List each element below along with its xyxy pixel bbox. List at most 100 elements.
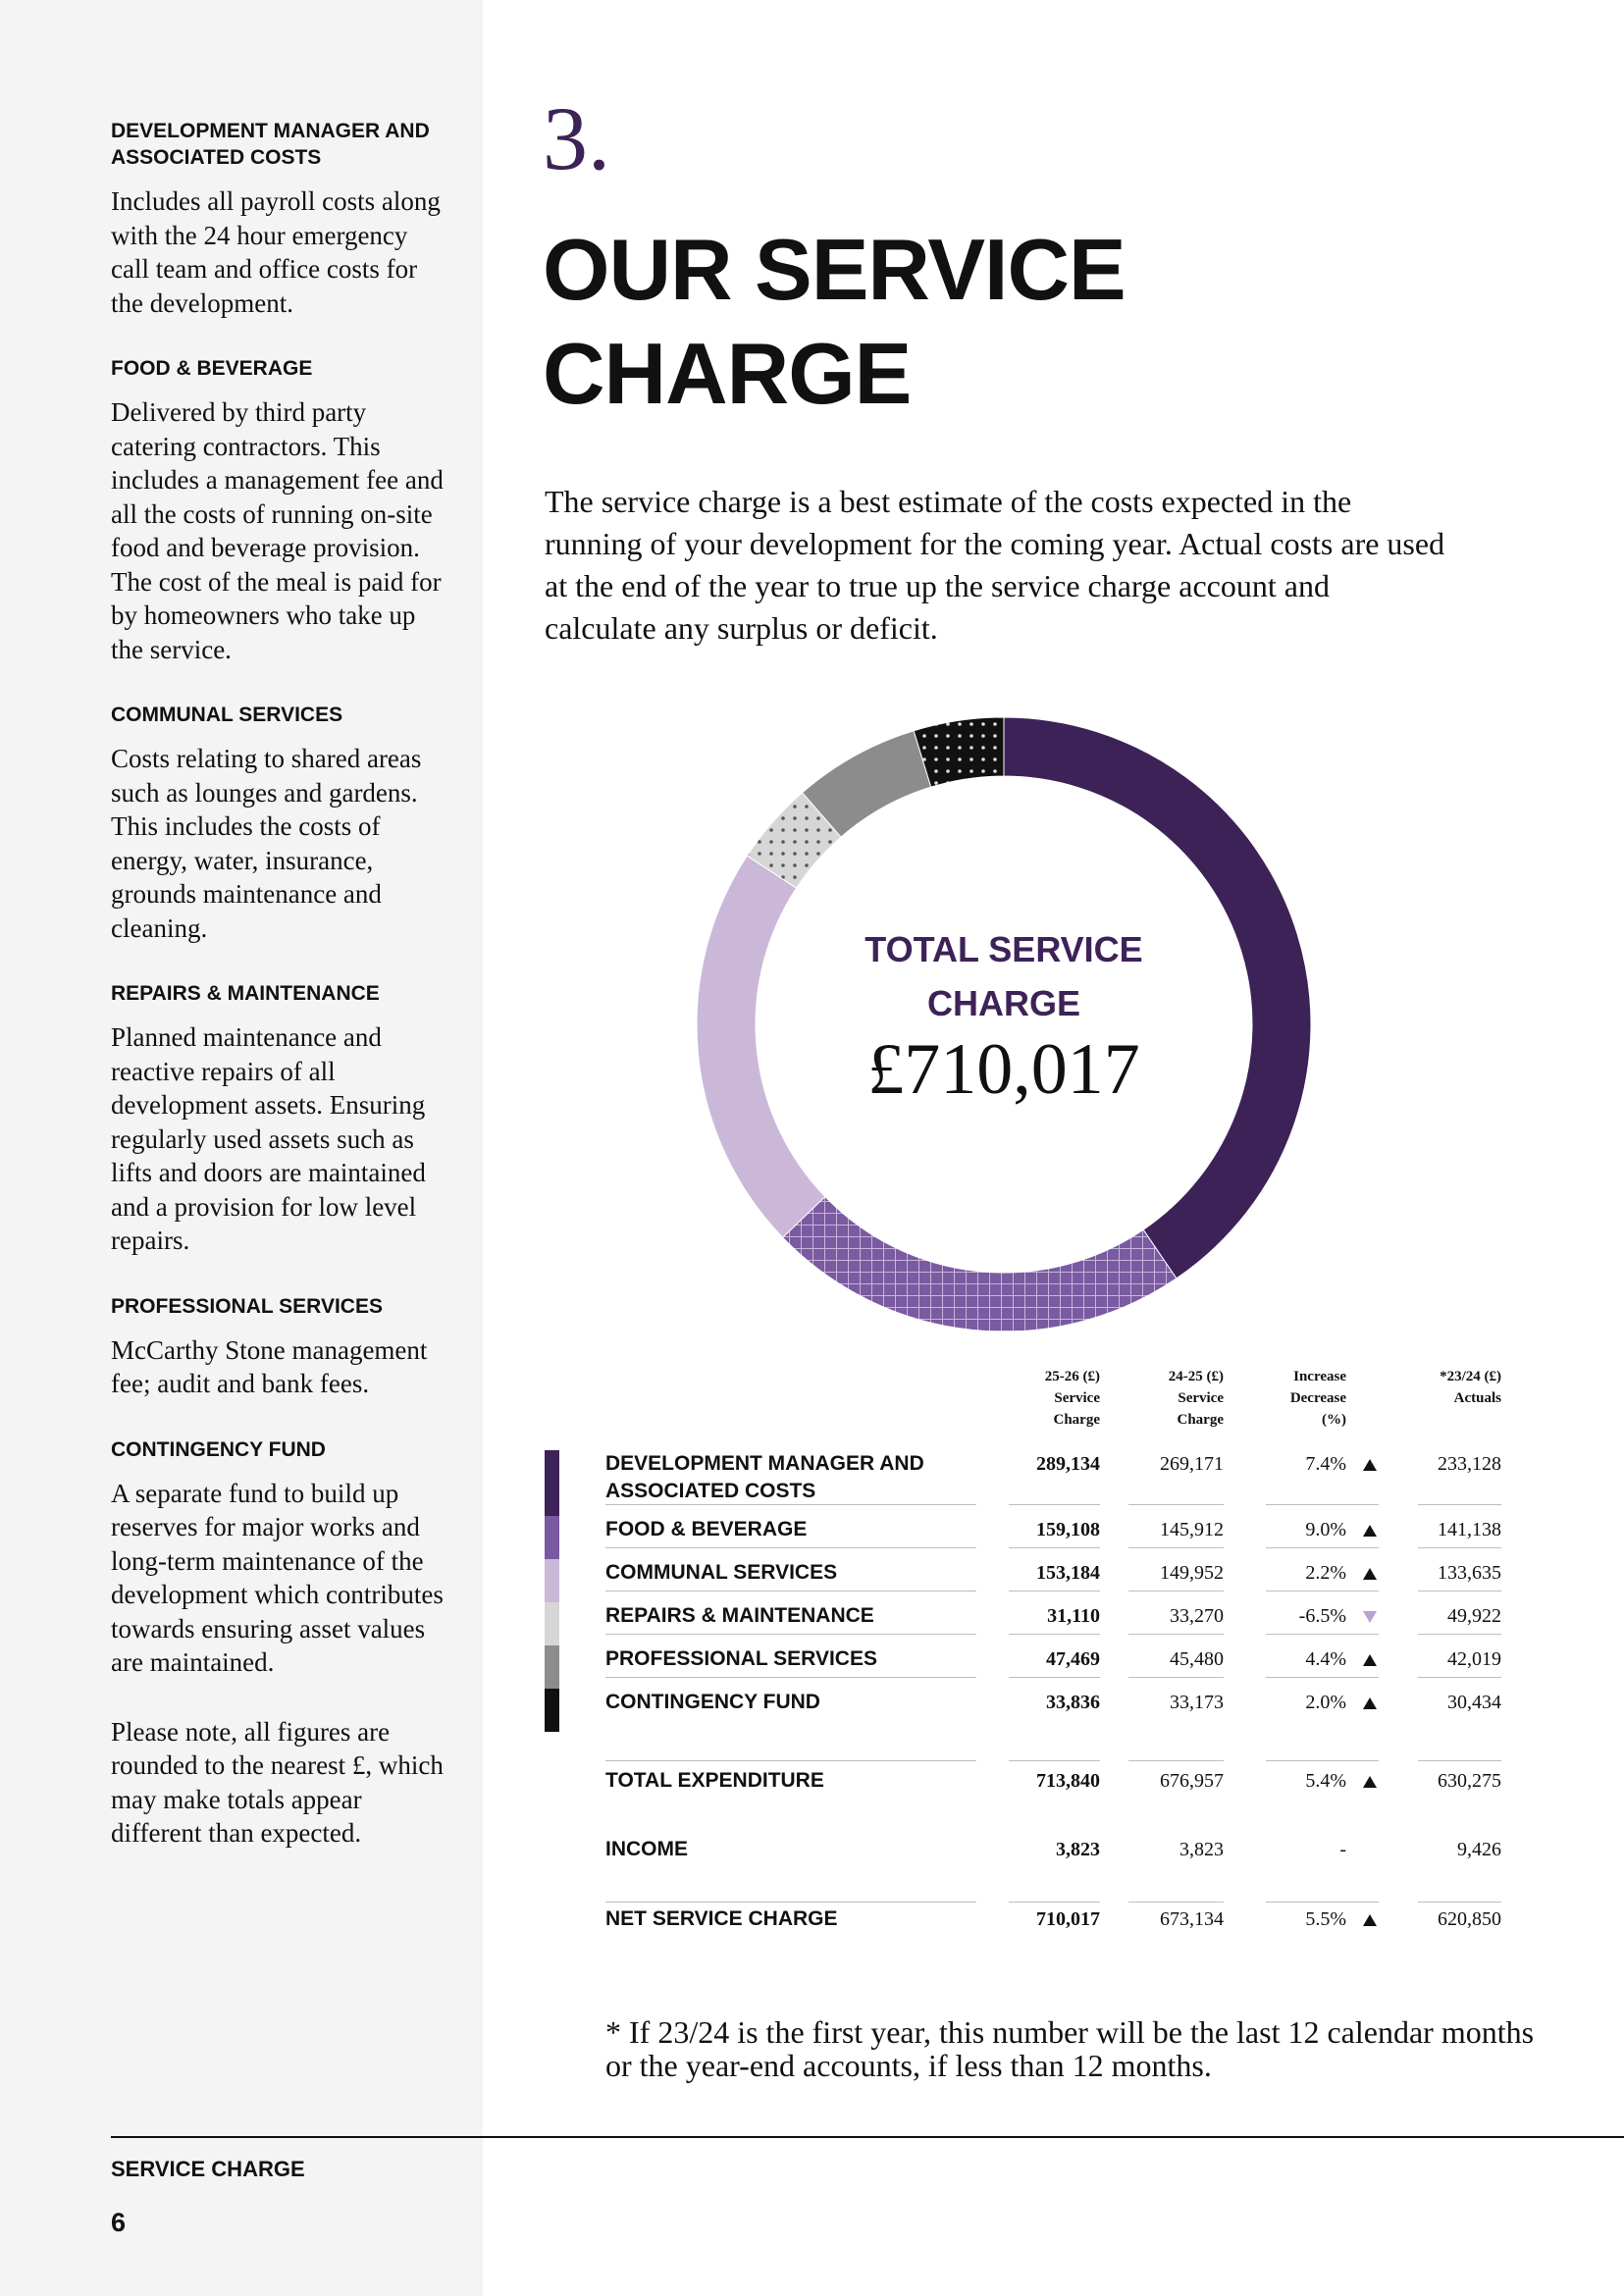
row-rule	[1128, 1547, 1224, 1548]
row-rule	[1418, 1634, 1501, 1635]
trend-arrow	[1362, 1696, 1378, 1710]
table-number: 49,922	[1447, 1605, 1501, 1627]
row-rule	[605, 1902, 976, 1903]
donut-segment	[913, 716, 1005, 788]
column-header: Increase Decrease (%)	[1289, 1369, 1346, 1428]
row-rule	[605, 1591, 976, 1592]
donut-segment	[696, 855, 826, 1238]
row-rule	[1009, 1591, 1100, 1592]
color-key	[545, 1602, 559, 1645]
column-header: *23/24 (£) Actuals	[1440, 1369, 1501, 1406]
color-key	[545, 1645, 559, 1689]
row-rule	[1009, 1760, 1100, 1761]
row-rule	[1266, 1547, 1379, 1548]
table-number: 42,019	[1447, 1648, 1501, 1670]
sidebar-text: Planned maintenance and reactive repairs…	[111, 1022, 426, 1255]
table-number: 630,275	[1438, 1770, 1501, 1792]
table-number: 153,184	[1036, 1562, 1100, 1584]
row-rule	[1128, 1902, 1224, 1903]
sidebar-background	[0, 0, 483, 2296]
row-rule	[1266, 1677, 1379, 1678]
footer-rule	[111, 2136, 1624, 2138]
sidebar-heading: COMMUNAL SERVICES	[111, 704, 343, 726]
row-rule	[605, 1547, 976, 1548]
center-title: TOTAL SERVICE CHARGE	[864, 929, 1143, 1023]
row-label: DEVELOPMENT MANAGER AND ASSOCIATED COSTS	[605, 1452, 924, 1502]
table-number: 620,850	[1438, 1908, 1501, 1930]
table-number: 710,017	[1036, 1908, 1100, 1930]
table-number: 145,912	[1160, 1519, 1224, 1540]
arrow-up	[1363, 1459, 1377, 1471]
table-number: 30,434	[1447, 1692, 1501, 1713]
center-box: TOTAL SERVICE CHARGE £710,017	[808, 922, 1200, 1109]
row-rule	[1266, 1634, 1379, 1635]
table-number: 2.0%	[1305, 1692, 1346, 1713]
row-rule	[1266, 1760, 1379, 1761]
row-rule	[1128, 1760, 1224, 1761]
row-rule	[1128, 1504, 1224, 1505]
sidebar-note: Please note, all figures are rounded to …	[111, 1716, 444, 1849]
table-number: 269,171	[1160, 1453, 1224, 1475]
sidebar-heading: DEVELOPMENT MANAGER AND ASSOCIATED COSTS	[111, 120, 430, 169]
trend-arrow	[1362, 1567, 1378, 1581]
table-number: 5.5%	[1305, 1908, 1346, 1930]
total-label: INCOME	[605, 1838, 688, 1860]
row-rule	[1009, 1547, 1100, 1548]
arrow-up	[1363, 1776, 1377, 1788]
table-number: 33,173	[1170, 1692, 1224, 1713]
sidebar: DEVELOPMENT MANAGER AND ASSOCIATED COSTS…	[111, 118, 445, 1886]
row-rule	[1128, 1677, 1224, 1678]
table-number: 159,108	[1036, 1519, 1100, 1540]
table-number: 45,480	[1170, 1648, 1224, 1670]
table-number: 33,270	[1170, 1605, 1224, 1627]
row-rule	[1418, 1547, 1501, 1548]
table-number: 289,134	[1036, 1453, 1100, 1475]
arrow-up	[1363, 1568, 1377, 1580]
row-rule	[1418, 1504, 1501, 1505]
table-number: 673,134	[1160, 1908, 1224, 1930]
arrow-up	[1363, 1654, 1377, 1666]
row-rule	[1418, 1760, 1501, 1761]
row-label: FOOD & BEVERAGE	[605, 1518, 808, 1540]
color-key	[545, 1516, 559, 1559]
table-number: 7.4%	[1305, 1453, 1346, 1475]
arrow-up	[1363, 1914, 1377, 1926]
table-number: 141,138	[1438, 1519, 1501, 1540]
sidebar-heading: REPAIRS & MAINTENANCE	[111, 982, 380, 1005]
column-header: 25-26 (£) Service Charge	[1044, 1369, 1100, 1428]
center-value: £710,017	[867, 1029, 1140, 1110]
donut-segment	[1003, 716, 1312, 1279]
row-label: REPAIRS & MAINTENANCE	[605, 1604, 874, 1627]
total-label: TOTAL EXPENDITURE	[605, 1769, 824, 1792]
table-number: 713,840	[1036, 1770, 1100, 1792]
trend-arrow	[1362, 1458, 1378, 1472]
row-rule	[1418, 1902, 1501, 1903]
row-label: PROFESSIONAL SERVICES	[605, 1647, 877, 1670]
sidebar-text: A separate fund to build up reserves for…	[111, 1478, 444, 1678]
row-rule	[1128, 1591, 1224, 1592]
row-rule	[1128, 1634, 1224, 1635]
sidebar-heading: PROFESSIONAL SERVICES	[111, 1294, 383, 1318]
table-number: 133,635	[1438, 1562, 1501, 1584]
footer-label: SERVICE CHARGE	[111, 2157, 305, 2181]
color-key	[545, 1450, 559, 1516]
trend-arrow	[1362, 1610, 1378, 1624]
page-number: 6	[111, 2208, 127, 2237]
row-rule	[605, 1634, 976, 1635]
row-rule	[605, 1677, 976, 1678]
table-number: 149,952	[1160, 1562, 1224, 1584]
table-number: 676,957	[1160, 1770, 1224, 1792]
table-number: 3,823	[1056, 1839, 1100, 1860]
table-number: 3,823	[1179, 1839, 1224, 1860]
column-header: 24-25 (£) Service Charge	[1168, 1369, 1224, 1428]
row-rule	[1266, 1504, 1379, 1505]
page-title: OUR SERVICE CHARGE	[543, 221, 1126, 422]
total-label: NET SERVICE CHARGE	[605, 1907, 838, 1930]
row-label: COMMUNAL SERVICES	[605, 1561, 838, 1584]
row-rule	[1009, 1634, 1100, 1635]
sidebar-text: Costs relating to shared areas such as l…	[111, 744, 422, 943]
footnote: * If 23/24 is the first year, this numbe…	[605, 2014, 1535, 2083]
trend-arrow	[1362, 1775, 1378, 1789]
table-number: 31,110	[1047, 1605, 1100, 1627]
